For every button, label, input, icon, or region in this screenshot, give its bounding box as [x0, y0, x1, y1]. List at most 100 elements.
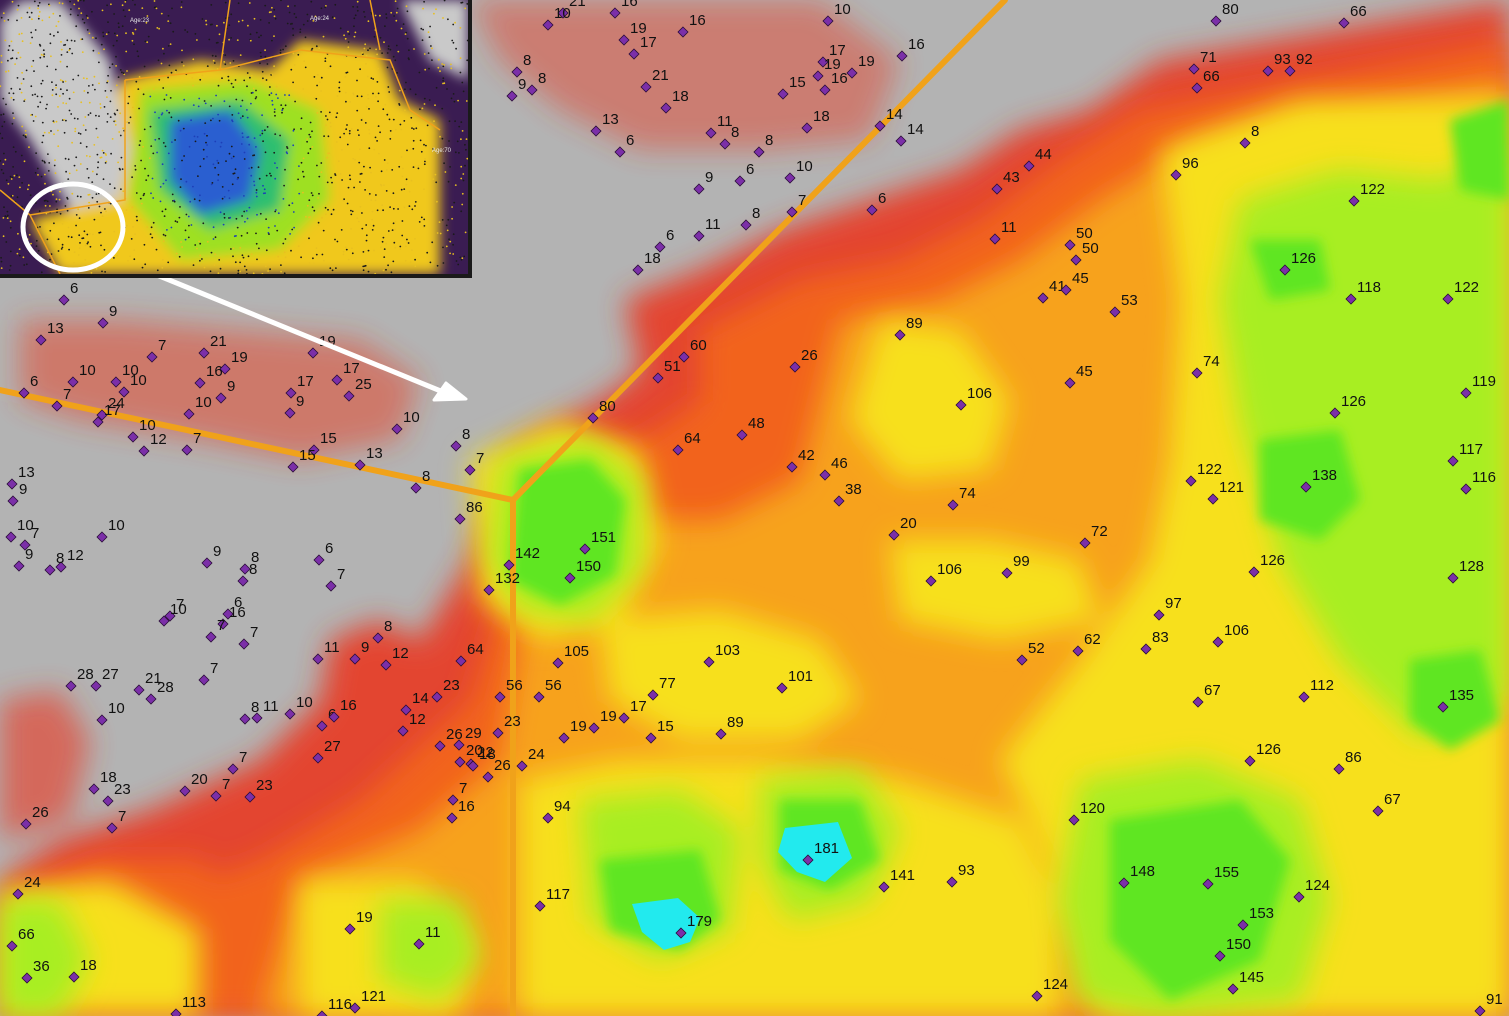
tree-marker-icon[interactable] [20, 818, 32, 830]
tree-marker-icon[interactable] [464, 464, 476, 476]
tree-marker-icon[interactable] [21, 972, 33, 984]
tree-marker-icon[interactable] [285, 387, 297, 399]
tree-marker-icon[interactable] [227, 763, 239, 775]
tree-point[interactable]: 16 [819, 70, 848, 96]
tree-point[interactable]: 72 [1079, 523, 1108, 549]
tree-marker-icon[interactable] [92, 416, 104, 428]
tree-point[interactable]: 7 [19, 525, 39, 551]
tree-marker-icon[interactable] [784, 172, 796, 184]
tree-marker-icon[interactable] [640, 81, 652, 93]
tree-marker-icon[interactable] [325, 580, 337, 592]
tree-point[interactable]: 153 [1237, 905, 1274, 931]
tree-point[interactable]: 8 [740, 205, 760, 231]
tree-marker-icon[interactable] [1214, 950, 1226, 962]
tree-point[interactable]: 91 [1474, 991, 1503, 1016]
tree-marker-icon[interactable] [866, 204, 878, 216]
tree-marker-icon[interactable] [678, 351, 690, 363]
tree-marker-icon[interactable] [183, 408, 195, 420]
tree-point[interactable]: 14 [895, 121, 924, 147]
tree-marker-icon[interactable] [632, 264, 644, 276]
tree-point[interactable]: 11 [312, 639, 340, 665]
tree-marker-icon[interactable] [239, 713, 251, 725]
tree-marker-icon[interactable] [1345, 293, 1357, 305]
tree-point[interactable]: 7 [198, 660, 218, 686]
tree-point[interactable]: 19 [344, 909, 373, 935]
tree-point[interactable]: 7 [447, 780, 467, 806]
tree-marker-icon[interactable] [895, 135, 907, 147]
tree-marker-icon[interactable] [628, 48, 640, 60]
tree-point[interactable]: 145 [1227, 969, 1264, 995]
tree-marker-icon[interactable] [1227, 983, 1239, 995]
tree-marker-icon[interactable] [118, 386, 130, 398]
tree-marker-icon[interactable] [1474, 1005, 1486, 1016]
tree-marker-icon[interactable] [6, 940, 18, 952]
tree-point[interactable]: 15 [308, 430, 337, 456]
tree-marker-icon[interactable] [1037, 292, 1049, 304]
tree-marker-icon[interactable] [219, 363, 231, 375]
tree-marker-icon[interactable] [138, 445, 150, 457]
tree-marker-icon[interactable] [533, 691, 545, 703]
tree-point[interactable]: 179 [675, 913, 712, 939]
tree-marker-icon[interactable] [455, 655, 467, 667]
tree-marker-icon[interactable] [237, 575, 249, 587]
tree-marker-icon[interactable] [1279, 264, 1291, 276]
tree-point[interactable]: 7 [464, 450, 484, 476]
tree-point[interactable]: 126 [1329, 393, 1366, 419]
tree-marker-icon[interactable] [506, 90, 518, 102]
tree-point[interactable]: 56 [494, 677, 523, 703]
tree-marker-icon[interactable] [210, 790, 222, 802]
tree-marker-icon[interactable] [1329, 407, 1341, 419]
tree-point[interactable]: 11 [693, 216, 721, 242]
tree-marker-icon[interactable] [614, 146, 626, 158]
tree-marker-icon[interactable] [6, 478, 18, 490]
tree-marker-icon[interactable] [316, 1010, 328, 1016]
tree-point[interactable]: 126 [1279, 250, 1316, 276]
tree-point[interactable]: 93 [946, 862, 975, 888]
tree-marker-icon[interactable] [1237, 919, 1249, 931]
tree-point[interactable]: 74 [1191, 353, 1220, 379]
tree-marker-icon[interactable] [989, 233, 1001, 245]
tree-point[interactable]: 122 [1442, 279, 1479, 305]
tree-marker-icon[interactable] [454, 513, 466, 525]
tree-point[interactable]: 71 [1188, 49, 1217, 75]
tree-marker-icon[interactable] [1118, 877, 1130, 889]
tree-marker-icon[interactable] [1447, 455, 1459, 467]
tree-marker-icon[interactable] [675, 927, 687, 939]
tree-marker-icon[interactable] [819, 84, 831, 96]
tree-marker-icon[interactable] [312, 752, 324, 764]
tree-point[interactable]: 93 [1262, 51, 1291, 77]
tree-point[interactable]: 26 [20, 804, 49, 830]
tree-point[interactable]: 135 [1437, 687, 1474, 713]
tree-point[interactable]: 148 [1118, 863, 1155, 889]
tree-marker-icon[interactable] [35, 334, 47, 346]
tree-point[interactable]: 9 [506, 76, 526, 102]
tree-marker-icon[interactable] [1109, 306, 1121, 318]
tree-marker-icon[interactable] [96, 714, 108, 726]
tree-marker-icon[interactable] [349, 1002, 361, 1014]
tree-marker-icon[interactable] [819, 469, 831, 481]
tree-point[interactable]: 6 [734, 161, 754, 187]
tree-marker-icon[interactable] [590, 125, 602, 137]
tree-point[interactable]: 8 [239, 549, 259, 575]
tree-marker-icon[interactable] [102, 795, 114, 807]
tree-point[interactable]: 18 [632, 250, 661, 276]
tree-marker-icon[interactable] [991, 183, 1003, 195]
tree-point[interactable]: 6 [18, 373, 38, 399]
tree-point[interactable]: 8 [410, 468, 430, 494]
tree-marker-icon[interactable] [802, 854, 814, 866]
tree-marker-icon[interactable] [654, 241, 666, 253]
tree-point[interactable]: 14 [874, 106, 903, 132]
tree-point[interactable]: 9 [215, 378, 235, 404]
tree-marker-icon[interactable] [145, 693, 157, 705]
tree-point[interactable]: 15 [645, 718, 674, 744]
tree-point[interactable]: 38 [833, 481, 862, 507]
tree-point[interactable]: 116 [316, 996, 352, 1016]
tree-marker-icon[interactable] [133, 684, 145, 696]
tree-point[interactable]: 8 [450, 426, 470, 452]
tree-point[interactable]: 6 [654, 227, 674, 253]
tree-point[interactable]: 89 [715, 714, 744, 740]
tree-marker-icon[interactable] [511, 66, 523, 78]
tree-marker-icon[interactable] [693, 230, 705, 242]
tree-point[interactable]: 142 [503, 545, 540, 571]
